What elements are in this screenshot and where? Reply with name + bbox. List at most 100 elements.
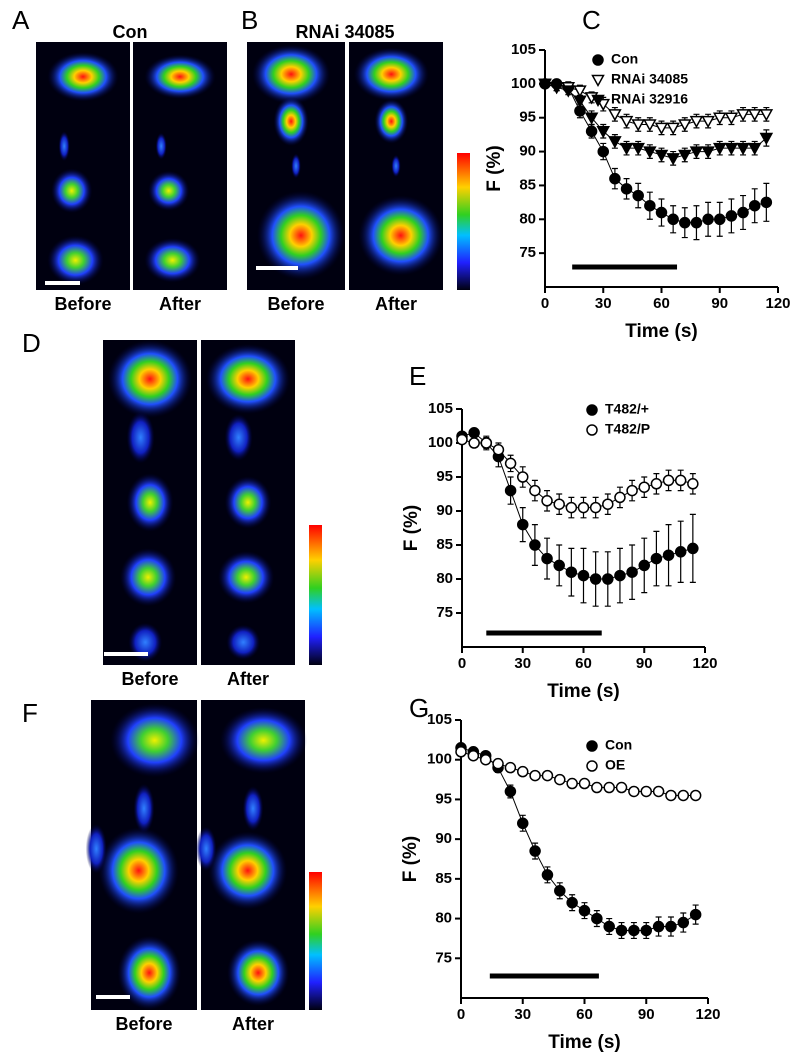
data-point: [725, 210, 738, 222]
data-point: [759, 109, 774, 122]
y-tick-label: 105: [427, 711, 452, 728]
legend-marker: [591, 74, 605, 88]
fluorescence-spot: [110, 703, 200, 778]
data-point: [747, 109, 762, 122]
legend-label: OE: [605, 757, 625, 773]
data-point: [541, 769, 554, 782]
x-tick-label: 0: [458, 655, 466, 672]
data-point: [492, 757, 504, 770]
legend-label: Con: [611, 51, 638, 67]
fluorescence-spot: [133, 783, 155, 834]
image-label: Before: [54, 294, 111, 314]
data-point: [615, 781, 628, 794]
y-tick-label: 95: [519, 109, 536, 126]
panel-letter: E: [409, 361, 426, 391]
data-point: [554, 773, 566, 786]
data-point: [578, 904, 591, 917]
data-point: [577, 501, 590, 514]
fluorescence-spot: [98, 827, 179, 914]
data-point: [603, 920, 615, 933]
x-tick-label: 120: [692, 655, 717, 672]
data-point: [561, 85, 576, 98]
data-point: [665, 920, 677, 933]
data-point: [687, 478, 699, 490]
data-point: [724, 142, 739, 156]
data-point: [644, 199, 656, 212]
panel-letter: F: [22, 698, 38, 728]
x-axis-label: Time (s): [625, 321, 698, 342]
fluorescence-spot: [126, 411, 155, 464]
data-point: [614, 569, 626, 582]
data-point: [591, 781, 603, 794]
data-point: [492, 444, 505, 456]
data-point: [759, 132, 774, 146]
y-tick-label: 85: [435, 870, 452, 887]
y-tick-label: 85: [436, 536, 453, 553]
data-point: [596, 126, 611, 139]
y-tick-label: 90: [519, 143, 536, 160]
fluorescence-spot: [119, 548, 177, 607]
data-point: [517, 518, 529, 531]
x-tick-label: 90: [638, 1006, 655, 1023]
data-point: [553, 559, 565, 572]
y-tick-label: 100: [427, 751, 452, 768]
data-point: [566, 896, 578, 909]
x-tick-label: 60: [575, 655, 592, 672]
y-tick-label: 95: [436, 468, 453, 485]
data-point: [652, 785, 665, 798]
y-tick-label: 105: [511, 41, 536, 58]
data-point: [702, 213, 714, 226]
image-label: After: [375, 294, 417, 314]
x-tick-label: 90: [636, 655, 653, 672]
fluorescence-spot: [155, 132, 167, 160]
y-axis-label: F (%): [401, 505, 422, 551]
legend-marker: [586, 424, 598, 436]
data-point: [554, 885, 566, 897]
data-point: [674, 474, 687, 487]
fluorescence-spot: [224, 414, 253, 461]
data-point: [724, 112, 739, 125]
fluorescence-spot: [291, 153, 301, 179]
x-tick-label: 30: [514, 655, 531, 672]
y-tick-label: 75: [519, 244, 536, 261]
fluorescence-spot: [353, 47, 429, 102]
data-point: [591, 912, 603, 925]
data-point: [712, 112, 727, 125]
data-point: [479, 753, 492, 766]
data-point: [504, 761, 517, 774]
data-point: [737, 206, 749, 219]
legend-marker: [586, 740, 598, 752]
x-tick-label: 30: [514, 1006, 531, 1023]
x-tick-label: 120: [695, 1006, 720, 1023]
legend-label: T482/+: [605, 401, 649, 417]
data-point: [747, 142, 762, 156]
data-point: [529, 845, 541, 857]
data-point: [517, 765, 529, 778]
data-point: [748, 199, 761, 212]
y-tick-label: 100: [428, 434, 453, 451]
data-point: [674, 546, 687, 558]
fluorescence-spot: [117, 935, 182, 1010]
data-point: [650, 478, 663, 490]
data-point: [468, 427, 480, 439]
data-point: [619, 115, 634, 129]
fluorescence-spot: [205, 343, 291, 415]
color-bar: [309, 525, 322, 665]
data-point: [529, 539, 541, 551]
data-point: [589, 573, 602, 585]
fluorescence-spot: [217, 550, 275, 604]
data-point: [638, 481, 650, 493]
image-label: Before: [121, 669, 178, 689]
data-point: [602, 498, 614, 510]
y-tick-label: 75: [435, 949, 452, 966]
fluorescence-spot: [51, 168, 93, 214]
data-point: [662, 549, 675, 561]
data-point: [504, 484, 517, 497]
legend-marker: [592, 54, 604, 66]
data-point: [578, 777, 591, 790]
fluorescence-spot: [208, 831, 288, 910]
data-point: [529, 769, 541, 782]
data-point: [652, 920, 665, 933]
data-point: [614, 491, 626, 504]
